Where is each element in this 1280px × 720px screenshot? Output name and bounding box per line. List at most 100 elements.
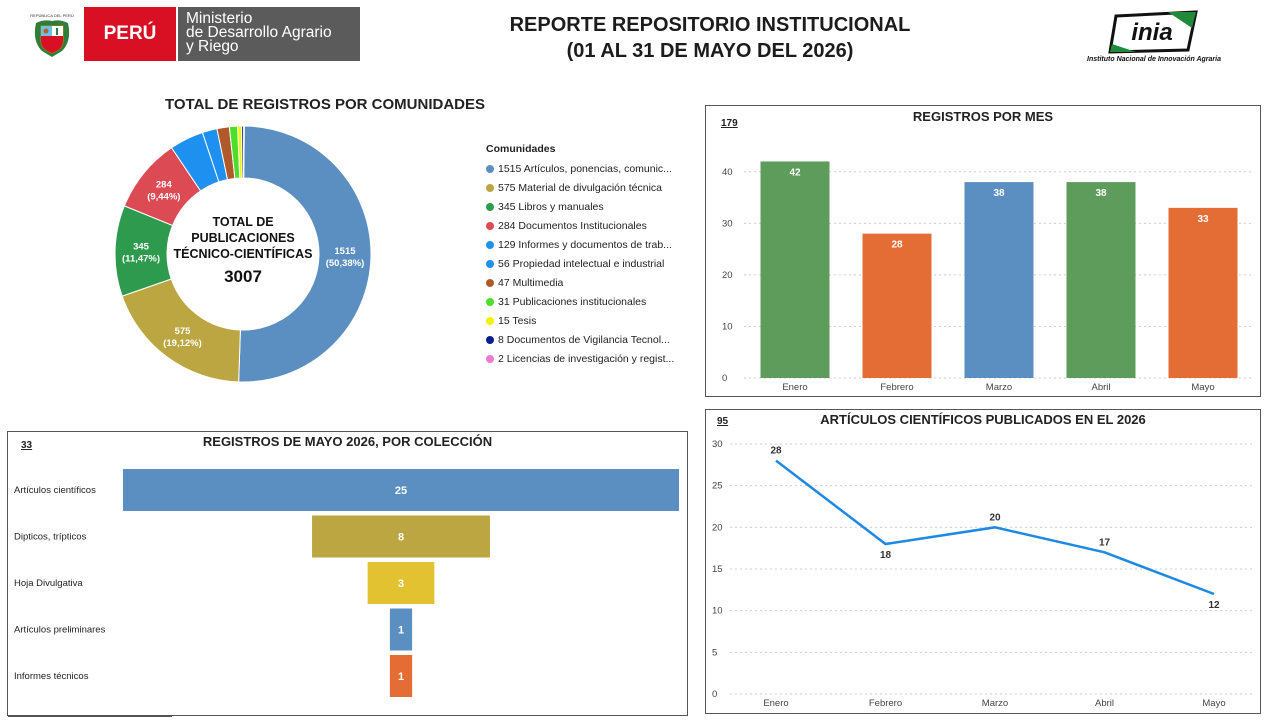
collection-funnel-chart: 25 Artículos científicos 8 Dipticos, trípti… <box>14 469 679 697</box>
coat-of-arms-icon: REPÚBLICA DEL PERÚ <box>30 13 74 57</box>
funnel-category-label: Hoja Divulgativa <box>14 578 83 589</box>
ministry-line-3: y Riego <box>186 38 239 55</box>
funnel-value-label: 25 <box>395 485 407 497</box>
legend-item[interactable]: 8 Documentos de Vigilancia Tecnol... <box>486 330 696 349</box>
funnel-bar[interactable] <box>123 469 679 511</box>
legend-swatch <box>486 183 494 192</box>
collection-registrations-panel: REGISTROS DE MAYO 2026, POR COLECCIÓN 33… <box>7 431 688 716</box>
legend-item[interactable]: 2 Licencias de investigación y regist... <box>486 349 696 368</box>
legend-swatch <box>486 316 494 325</box>
legend-item[interactable]: 31 Publicaciones institucionales <box>486 292 696 311</box>
x-tick-label: Mayo <box>1191 382 1214 393</box>
monthly-total: 179 <box>721 118 738 129</box>
legend-label: 1515 Artículos, ponencias, comunic... <box>498 162 672 175</box>
y-tick-label: 40 <box>722 167 733 178</box>
slice-value-label: 575 <box>175 326 192 337</box>
y-tick-label: 30 <box>722 218 733 229</box>
legend-label: 345 Libros y manuales <box>498 200 604 213</box>
legend-label: 8 Documentos de Vigilancia Tecnol... <box>498 333 670 346</box>
legend-item[interactable]: 47 Multimedia <box>486 273 696 292</box>
legend-label: 15 Tesis <box>498 314 537 327</box>
x-tick-label: Mayo <box>1202 698 1225 709</box>
series-line[interactable] <box>775 459 1215 596</box>
ministry-logo: REPÚBLICA DEL PERÚ PERÚ Ministerio de De… <box>28 7 360 61</box>
legend-item[interactable]: 575 Material de divulgación técnica <box>486 178 696 197</box>
scientific-articles-panel: ARTÍCULOS CIENTÍFICOS PUBLICADOS EN EL 2… <box>705 409 1261 714</box>
bar[interactable] <box>1168 207 1238 378</box>
y-tick-label: 10 <box>722 321 733 332</box>
legend-swatch <box>486 240 494 249</box>
donut-slice[interactable] <box>238 125 372 383</box>
legend-label: 2 Licencias de investigación y regist... <box>498 352 675 365</box>
legend-item[interactable]: 284 Documentos Institucionales <box>486 216 696 235</box>
ministry-line-2: de Desarrollo Agrario <box>186 24 332 41</box>
x-tick-label: Enero <box>782 382 807 393</box>
legend-item[interactable]: 56 Propiedad intelectual e industrial <box>486 254 696 273</box>
y-tick-label: 10 <box>712 606 723 617</box>
legend-item[interactable]: 129 Informes y documentos de trab... <box>486 235 696 254</box>
monthly-registrations-panel: REGISTROS POR MES 179 0 10 20 30 40 42 Enero 28… <box>705 105 1261 397</box>
bar-value-label: 28 <box>891 240 903 251</box>
funnel-value-label: 1 <box>398 671 404 683</box>
collection-chart-title: REGISTROS DE MAYO 2026, POR COLECCIÓN <box>202 434 493 449</box>
slice-percent-label: (19,12%) <box>163 338 202 349</box>
legend-swatch <box>486 278 494 287</box>
x-tick-label: Marzo <box>986 382 1012 393</box>
funnel-category-label: Dipticos, trípticos <box>14 532 87 543</box>
articles-total: 95 <box>717 416 729 427</box>
legend-item[interactable]: 345 Libros y manuales <box>486 197 696 216</box>
inia-subtitle: Instituto Nacional de Innovación Agraria <box>1087 56 1221 63</box>
collection-total: 33 <box>21 440 33 451</box>
donut-center-label: PUBLICACIONES <box>191 231 294 245</box>
legend-label: 47 Multimedia <box>498 276 564 289</box>
monthly-chart-title: REGISTROS POR MES <box>912 109 1054 124</box>
legend-swatch <box>486 202 494 211</box>
y-tick-label: 25 <box>712 481 723 492</box>
funnel-category-label: Artículos preliminares <box>14 625 106 636</box>
bar[interactable] <box>1066 182 1136 378</box>
funnel-bar[interactable] <box>389 608 413 651</box>
donut-slice[interactable] <box>242 125 245 179</box>
funnel-bar[interactable] <box>389 655 413 697</box>
articles-line-chart: 0 5 10 15 20 25 30 28 Enero 18 Febrero 20 Marzo 17 Abr… <box>712 439 1254 709</box>
page-title-line-2: (01 AL 31 DE MAYO DEL 2026) <box>566 40 854 62</box>
funnel-bar[interactable] <box>312 515 490 558</box>
x-tick-label: Abril <box>1095 698 1114 709</box>
monthly-bar-chart: 0 10 20 30 40 42 Enero 28 Febrero 38 Marzo 38 Abril 3… <box>722 161 1254 393</box>
page-title: REPORTE REPOSITORIO INSTITUCIONAL (01 AL… <box>400 12 1020 64</box>
slice-percent-label: (9,44%) <box>147 192 180 203</box>
donut-center-value: 3007 <box>224 267 262 286</box>
slice-value-label: 345 <box>133 241 150 252</box>
slice-value-label: 1515 <box>334 246 356 257</box>
coat-caption: REPÚBLICA DEL PERÚ <box>30 13 74 18</box>
legend-label: 284 Documentos Institucionales <box>498 219 647 232</box>
legend-item[interactable]: 15 Tesis <box>486 311 696 330</box>
bar[interactable] <box>862 233 932 378</box>
funnel-bar[interactable] <box>367 562 435 604</box>
funnel-category-label: Artículos científicos <box>14 485 96 496</box>
legend-swatch <box>486 354 494 363</box>
bar[interactable] <box>964 182 1034 378</box>
legend-label: 56 Propiedad intelectual e industrial <box>498 257 665 270</box>
divider <box>8 716 172 717</box>
funnel-value-label: 3 <box>398 578 404 590</box>
peru-label: PERÚ <box>84 7 176 61</box>
donut-legend: Comunidades 1515 Artículos, ponencias, c… <box>486 143 696 368</box>
funnel-value-label: 8 <box>398 532 404 544</box>
bar[interactable] <box>760 161 830 378</box>
legend-item[interactable]: 1515 Artículos, ponencias, comunic... <box>486 159 696 178</box>
articles-chart-title: ARTÍCULOS CIENTÍFICOS PUBLICADOS EN EL 2… <box>820 412 1146 427</box>
legend-swatch <box>486 221 494 230</box>
slice-percent-label: (11,47%) <box>122 253 160 264</box>
ministry-line-1: Ministerio <box>186 10 253 27</box>
point-value-label: 28 <box>770 446 782 457</box>
slice-value-label: 284 <box>156 180 173 191</box>
funnel-value-label: 1 <box>398 625 404 637</box>
y-tick-label: 5 <box>712 647 717 658</box>
point-value-label: 20 <box>989 512 1001 523</box>
bar-value-label: 38 <box>993 188 1005 199</box>
x-tick-label: Marzo <box>982 698 1008 709</box>
donut-chart: 1515(50,38%) 575(19,12%) 345(11,47%) 284(9,… <box>114 125 372 383</box>
y-tick-label: 20 <box>712 522 723 533</box>
slice-percent-label: (50,38%) <box>326 258 365 269</box>
